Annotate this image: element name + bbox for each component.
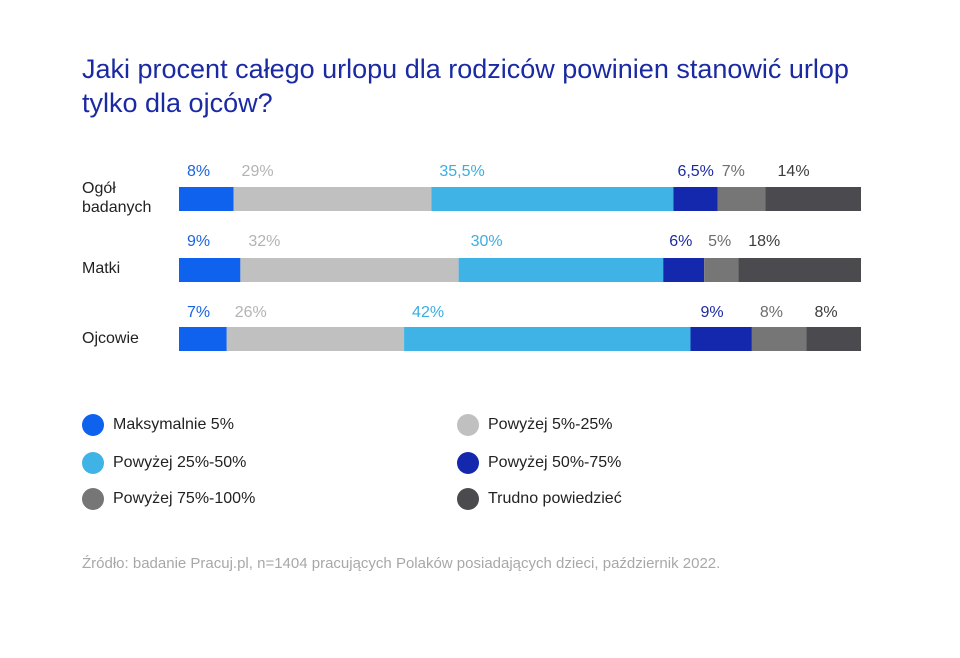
legend-swatch	[457, 414, 479, 436]
bar-segment	[751, 327, 807, 351]
bar-segment	[717, 187, 766, 211]
data-label: 42%	[412, 304, 444, 321]
data-label: 6,5%	[677, 163, 713, 180]
category-label: Matki	[82, 259, 120, 278]
bar-segment	[404, 327, 691, 351]
legend-swatch	[82, 414, 104, 436]
chart-plot: 8% 29% 35,5% 6,5% 7% 14% 9% 32% 30% 6% 5% 18% 7% 26% 4…	[179, 163, 861, 351]
legend-label: Powyżej 5%-25%	[488, 416, 613, 433]
data-label: 18%	[748, 233, 780, 250]
data-label: 29%	[242, 163, 274, 180]
data-label: 8%	[760, 304, 783, 321]
bar-segment	[765, 187, 861, 211]
data-label: 35,5%	[439, 163, 484, 180]
data-label: 6%	[669, 233, 692, 250]
category-label-line: Ojcowie	[82, 330, 139, 347]
data-label: 7%	[722, 163, 745, 180]
legend-swatch	[82, 452, 104, 474]
bar-segment	[673, 187, 718, 211]
legend-label: Powyżej 50%-75%	[488, 454, 622, 471]
bar-segment	[431, 187, 674, 211]
legend-label: Maksymalnie 5%	[113, 416, 234, 433]
data-label: 30%	[471, 233, 503, 250]
legend-swatch	[457, 488, 479, 510]
data-label: 8%	[187, 163, 210, 180]
bar-segment	[179, 327, 227, 351]
bar-segment	[738, 258, 861, 282]
legend-item: Powyżej 75%-100%	[82, 487, 255, 511]
legend-label: Powyżej 75%-100%	[113, 490, 256, 507]
bar-segment	[240, 258, 459, 282]
bar-segment	[179, 258, 241, 282]
legend-item: Powyżej 5%-25%	[457, 413, 613, 437]
source-note: Źródło: badanie Pracuj.pl, n=1404 pracuj…	[82, 555, 721, 572]
bar-segment	[179, 187, 234, 211]
legend-label: Powyżej 25%-50%	[113, 454, 247, 471]
legend-item: Powyżej 50%-75%	[457, 451, 621, 475]
legend-label: Trudno powiedzieć	[488, 490, 622, 507]
legend-swatch	[457, 452, 479, 474]
bar-segment	[233, 187, 432, 211]
legend-item: Powyżej 25%-50%	[82, 451, 246, 475]
data-label: 9%	[701, 304, 724, 321]
category-label-line: badanych	[82, 199, 152, 216]
legend-item: Trudno powiedzieć	[457, 487, 622, 511]
bar-segment	[704, 258, 739, 282]
data-label: 14%	[778, 163, 810, 180]
category-label: Ojcowie	[82, 329, 139, 348]
data-label: 32%	[248, 233, 280, 250]
bar-segment	[458, 258, 664, 282]
legend-item: Maksymalnie 5%	[82, 413, 234, 437]
chart-title: Jaki procent całego urlopu dla rodziców …	[82, 54, 849, 118]
legend-swatch	[82, 488, 104, 510]
bar-segment	[663, 258, 705, 282]
data-label: 7%	[187, 304, 210, 321]
category-label-line: Ogół	[82, 180, 116, 197]
bar-segment	[226, 327, 405, 351]
data-label: 26%	[235, 304, 267, 321]
category-label-line: Matki	[82, 260, 121, 277]
data-label: 9%	[187, 233, 210, 250]
bar-segment	[690, 327, 752, 351]
category-label: Ogół badanych	[82, 179, 151, 217]
bar-segment	[806, 327, 861, 351]
data-label: 8%	[814, 304, 837, 321]
data-label: 5%	[708, 233, 731, 250]
